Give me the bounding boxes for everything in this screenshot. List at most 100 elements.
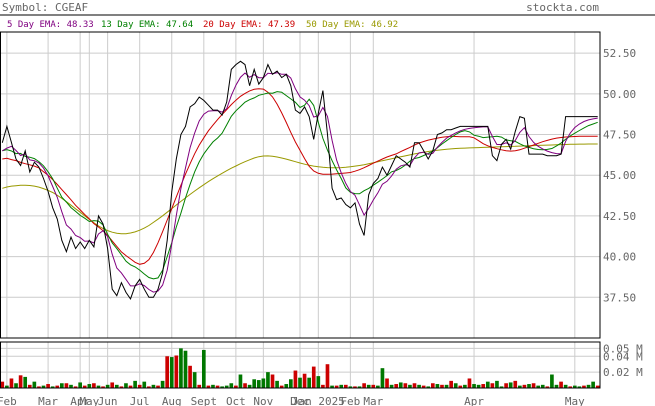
volume-bar (408, 384, 412, 388)
y-tick-label: 37.50 (603, 291, 636, 304)
x-tick-label: Oct (226, 395, 246, 406)
series-line-50-day-ema (2, 143, 598, 235)
volume-bar (18, 375, 23, 388)
volume-bar (357, 386, 362, 388)
volume-bar (0, 381, 5, 388)
volume-tick-label: 0.02 M (603, 366, 643, 379)
volume-bar (78, 382, 82, 388)
x-tick-label: Mar (38, 395, 58, 406)
volume-tick-label: 0.04 M (603, 350, 643, 363)
x-tick-label: Sept (191, 395, 218, 406)
volume-bar (279, 385, 284, 388)
volume-bar (531, 383, 536, 388)
volume-bar (50, 386, 55, 388)
volume-bar (46, 384, 50, 388)
volume-bar (55, 385, 60, 388)
volume-bar (394, 384, 399, 388)
volume-bar (243, 383, 247, 388)
volume-bar (124, 383, 128, 388)
volume-bar (147, 386, 151, 388)
volume-bar (513, 380, 518, 388)
volume-bar (490, 383, 495, 388)
volume-bar (188, 365, 192, 388)
x-tick-label: Jun (98, 395, 118, 406)
volume-bar (550, 374, 554, 388)
series-line-20-day-ema (2, 88, 598, 265)
volume-tick-label: 0.05 M (603, 342, 643, 355)
volume-bar (92, 383, 96, 388)
volume-bar (536, 385, 540, 388)
volume-bar (444, 384, 449, 388)
volume-bar (165, 356, 170, 388)
x-tick-label: Apr (464, 395, 484, 406)
x-tick-label: May (79, 395, 99, 406)
volume-bar (275, 380, 279, 388)
volume-bar (32, 381, 37, 388)
volume-panel-frame (0, 341, 601, 389)
x-tick-label: Jul (130, 395, 150, 406)
volume-bar (101, 386, 105, 388)
volume-bar (298, 377, 302, 388)
series-line-13-day-ema (2, 91, 598, 280)
volume-bar (325, 364, 330, 388)
volume-bar (302, 373, 307, 388)
volume-bar (426, 386, 431, 388)
legend-ema20: 20 Day EMA: 47.39 (203, 20, 295, 30)
volume-bar (376, 385, 380, 388)
grid-layer (0, 32, 600, 388)
volume-bar (238, 374, 243, 388)
y-tick-label: 45.00 (603, 169, 636, 182)
volume-layer (0, 348, 600, 388)
volume-bar (591, 381, 595, 388)
volume-bar (362, 383, 366, 388)
volume-bar (366, 384, 371, 388)
volume-bar (545, 386, 550, 388)
volume-bar (206, 385, 211, 388)
volume-bar (417, 384, 421, 388)
legend-ema13: 13 Day EMA: 47.64 (101, 20, 193, 30)
volume-bar (508, 382, 513, 388)
volume-bar (495, 380, 499, 388)
legend-ema50: 50 Day EMA: 46.92 (306, 20, 398, 30)
axes-layer (0, 31, 601, 389)
volume-bar (37, 386, 41, 388)
volume-bar (23, 376, 28, 388)
volume-bar (192, 372, 197, 388)
volume-bar (105, 384, 110, 388)
volume-bar (307, 377, 311, 388)
volume-bar (334, 385, 339, 388)
volume-bar (201, 349, 206, 388)
volume-bar (119, 386, 124, 388)
volume-bar (270, 374, 275, 388)
volume-bar (522, 384, 527, 388)
y-tick-label: 50.00 (603, 88, 636, 101)
volume-bar (485, 381, 490, 388)
volume-bar (595, 385, 600, 388)
volume-bar (467, 378, 472, 388)
volume-bar (293, 370, 298, 388)
volume-bar (339, 384, 344, 388)
volume-bar (316, 376, 321, 388)
volume-bar (224, 385, 229, 388)
volume-bar (371, 384, 376, 388)
volume-bar (518, 385, 522, 388)
volume-bar (586, 384, 591, 388)
volume-bar (156, 385, 160, 388)
volume-bar (174, 355, 179, 388)
volume-bar (142, 381, 147, 388)
y-tick-label: 52.50 (603, 47, 636, 60)
x-tick-label: Apr (70, 395, 90, 406)
volume-bar (220, 386, 224, 388)
volume-bar (261, 378, 266, 388)
volume-bar (421, 385, 426, 388)
volume-bar (14, 383, 18, 388)
volume-bar (5, 385, 9, 388)
volume-bar (330, 385, 334, 388)
volume-bar (499, 386, 504, 388)
volume-bar (211, 384, 215, 388)
volume-bar (179, 348, 183, 388)
volume-bar (133, 380, 137, 388)
